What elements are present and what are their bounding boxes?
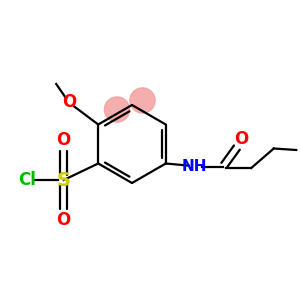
Text: O: O xyxy=(57,131,71,149)
Text: NH: NH xyxy=(182,159,207,174)
Text: O: O xyxy=(57,211,71,229)
Text: O: O xyxy=(63,93,77,111)
Circle shape xyxy=(130,88,155,113)
Circle shape xyxy=(104,97,130,122)
Text: S: S xyxy=(57,170,71,190)
Text: Cl: Cl xyxy=(18,171,36,189)
Text: O: O xyxy=(234,130,248,148)
